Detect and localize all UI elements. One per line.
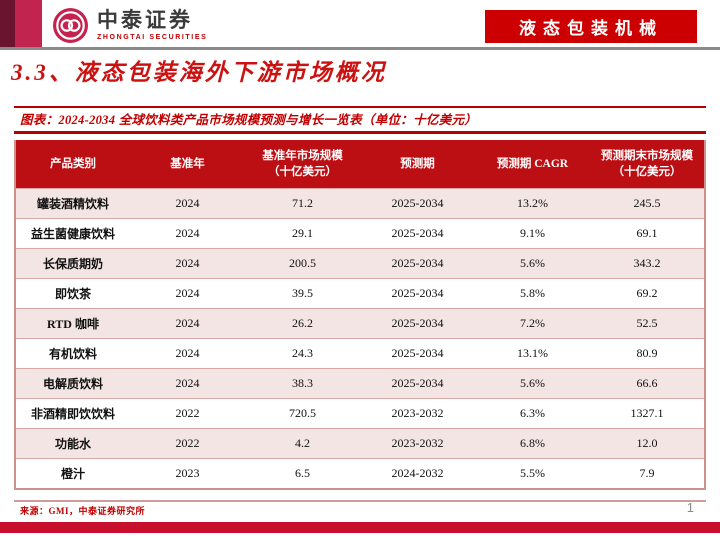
value-cell: 2024 (130, 278, 245, 309)
product-category-cell: RTD 咖啡 (15, 308, 130, 339)
product-category-cell: 橙汁 (15, 458, 130, 489)
value-cell: 5.6% (475, 248, 590, 279)
value-cell: 2022 (130, 428, 245, 459)
column-header: 预测期 (360, 140, 475, 189)
zhongtai-logo-icon (52, 7, 89, 44)
value-cell: 71.2 (245, 188, 360, 219)
product-category-cell: 长保质期奶 (15, 248, 130, 279)
value-cell: 38.3 (245, 368, 360, 399)
source-note: 来源：GMI，中泰证券研究所 (20, 506, 145, 516)
value-cell: 2024 (130, 188, 245, 219)
table-row: 非酒精即饮饮料 2022 720.5 2023-2032 6.3% 1327.1 (15, 398, 705, 429)
value-cell: 2022 (130, 398, 245, 429)
value-cell: 2023 (130, 458, 245, 489)
table-row: 橙汁 2023 6.5 2024-2032 5.5% 7.9 (15, 458, 705, 489)
column-header: 产品类别 (15, 140, 130, 189)
decor-bar-crimson (15, 0, 42, 48)
value-cell: 69.2 (590, 278, 705, 309)
value-cell: 5.5% (475, 458, 590, 489)
value-cell: 26.2 (245, 308, 360, 339)
table-row: 功能水 2022 4.2 2023-2032 6.8% 12.0 (15, 428, 705, 459)
value-cell: 9.1% (475, 218, 590, 249)
value-cell: 39.5 (245, 278, 360, 309)
value-cell: 7.2% (475, 308, 590, 339)
value-cell: 2025-2034 (360, 368, 475, 399)
value-cell: 5.6% (475, 368, 590, 399)
page-number: 1 (686, 500, 694, 515)
value-cell: 1327.1 (590, 398, 705, 429)
value-cell: 2025-2034 (360, 188, 475, 219)
footer-divider (14, 500, 706, 502)
header-divider (0, 47, 720, 50)
value-cell: 66.6 (590, 368, 705, 399)
column-header: 基准年市场规模（十亿美元） (245, 140, 360, 189)
value-cell: 6.5 (245, 458, 360, 489)
value-cell: 2025-2034 (360, 278, 475, 309)
value-cell: 7.9 (590, 458, 705, 489)
value-cell: 2024 (130, 308, 245, 339)
product-category-cell: 罐装酒精饮料 (15, 188, 130, 219)
value-cell: 720.5 (245, 398, 360, 429)
table-header: 产品类别 基准年 基准年市场规模（十亿美元） 预测期 预测期 CAGR 预测期末市场规模（… (15, 140, 705, 189)
series-tag: 液态包装机械 (485, 10, 697, 43)
table-row: 益生菌健康饮料 2024 29.1 2025-2034 9.1% 69.1 (15, 218, 705, 249)
column-header: 预测期末市场规模（十亿美元） (590, 140, 705, 189)
value-cell: 6.8% (475, 428, 590, 459)
section-title: 3.3、液态包装海外下游市场概况 (11, 60, 387, 85)
bottom-band (0, 522, 720, 533)
logo-text: 中泰证券 ZHONGTAI SECURITIES (97, 10, 207, 41)
caption-rule-bottom (14, 131, 706, 134)
value-cell: 2024 (130, 338, 245, 369)
table-header-row: 产品类别 基准年 基准年市场规模（十亿美元） 预测期 预测期 CAGR 预测期末市场规模（… (15, 140, 705, 189)
column-header: 基准年 (130, 140, 245, 189)
logo-name-en: ZHONGTAI SECURITIES (97, 34, 208, 41)
value-cell: 2025-2034 (360, 218, 475, 249)
value-cell: 245.5 (590, 188, 705, 219)
value-cell: 2025-2034 (360, 338, 475, 369)
logo-name-cn: 中泰证券 (97, 9, 193, 32)
product-category-cell: 电解质饮料 (15, 368, 130, 399)
value-cell: 52.5 (590, 308, 705, 339)
value-cell: 200.5 (245, 248, 360, 279)
table-caption: 图表：2024-2034 全球饮料类产品市场规模预测与增长一览表（单位：十亿美元… (20, 113, 478, 127)
value-cell: 343.2 (590, 248, 705, 279)
value-cell: 2025-2034 (360, 248, 475, 279)
market-forecast-table: 产品类别 基准年 基准年市场规模（十亿美元） 预测期 预测期 CAGR 预测期末市场规模（… (14, 140, 706, 490)
value-cell: 2024-2032 (360, 458, 475, 489)
value-cell: 80.9 (590, 338, 705, 369)
table-row: 即饮茶 2024 39.5 2025-2034 5.8% 69.2 (15, 278, 705, 309)
product-category-cell: 益生菌健康饮料 (15, 218, 130, 249)
table-row: RTD 咖啡 2024 26.2 2025-2034 7.2% 52.5 (15, 308, 705, 339)
value-cell: 24.3 (245, 338, 360, 369)
value-cell: 13.2% (475, 188, 590, 219)
table-row: 罐装酒精饮料 2024 71.2 2025-2034 13.2% 245.5 (15, 188, 705, 219)
value-cell: 69.1 (590, 218, 705, 249)
table-row: 电解质饮料 2024 38.3 2025-2034 5.6% 66.6 (15, 368, 705, 399)
product-category-cell: 有机饮料 (15, 338, 130, 369)
zhongtai-logo: 中泰证券 ZHONGTAI SECURITIES (52, 7, 207, 44)
value-cell: 2023-2032 (360, 428, 475, 459)
value-cell: 4.2 (245, 428, 360, 459)
value-cell: 6.3% (475, 398, 590, 429)
value-cell: 2024 (130, 368, 245, 399)
product-category-cell: 功能水 (15, 428, 130, 459)
value-cell: 13.1% (475, 338, 590, 369)
product-category-cell: 即饮茶 (15, 278, 130, 309)
value-cell: 12.0 (590, 428, 705, 459)
product-category-cell: 非酒精即饮饮料 (15, 398, 130, 429)
caption-rule-top (14, 106, 706, 108)
table-row: 长保质期奶 2024 200.5 2025-2034 5.6% 343.2 (15, 248, 705, 279)
decor-bar-dark (0, 0, 15, 48)
table-row: 有机饮料 2024 24.3 2025-2034 13.1% 80.9 (15, 338, 705, 369)
value-cell: 2024 (130, 218, 245, 249)
value-cell: 2024 (130, 248, 245, 279)
value-cell: 2023-2032 (360, 398, 475, 429)
value-cell: 29.1 (245, 218, 360, 249)
column-header: 预测期 CAGR (475, 140, 590, 189)
value-cell: 2025-2034 (360, 308, 475, 339)
value-cell: 5.8% (475, 278, 590, 309)
table-body: 罐装酒精饮料 2024 71.2 2025-2034 13.2% 245.5 益生菌健康饮料… (15, 188, 705, 489)
